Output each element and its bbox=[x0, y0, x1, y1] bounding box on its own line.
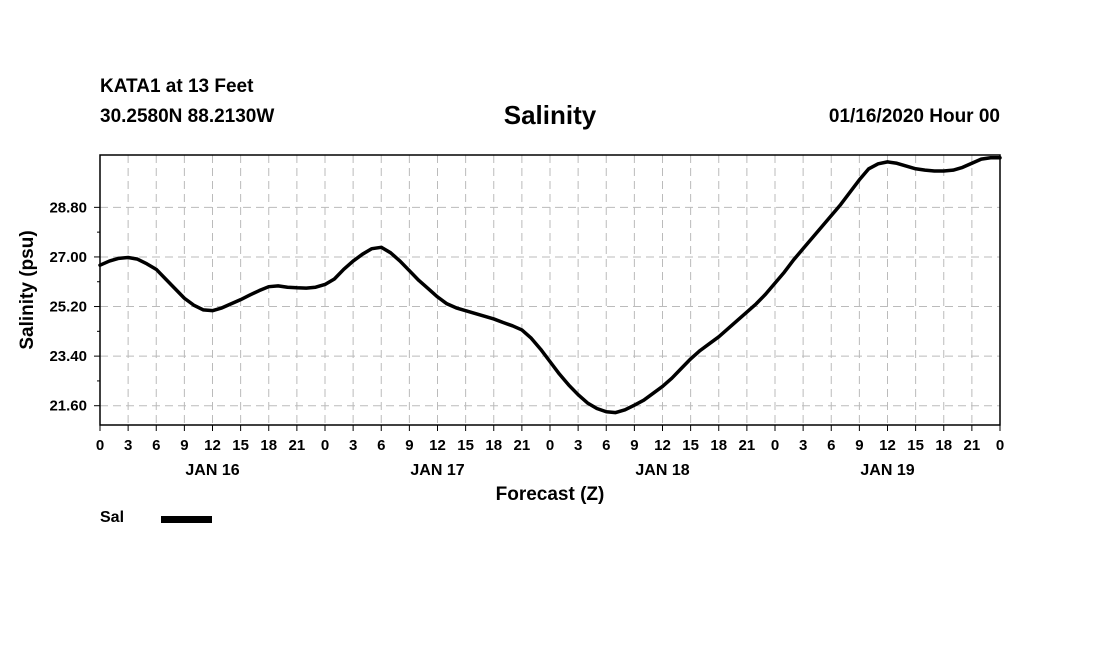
x-tick-label: 21 bbox=[964, 437, 981, 454]
grid-lines bbox=[100, 155, 1000, 425]
x-tick-label: 3 bbox=[574, 437, 582, 454]
x-tick-label: 18 bbox=[935, 437, 952, 454]
x-tick-label: 18 bbox=[260, 437, 277, 454]
salinity-series-line bbox=[98, 156, 1002, 415]
x-tick-label: 9 bbox=[630, 437, 638, 454]
forecast-datetime: 01/16/2020 Hour 00 bbox=[828, 106, 1000, 127]
x-tick-label: 21 bbox=[514, 437, 531, 454]
x-tick-label: 9 bbox=[855, 437, 863, 454]
x-tick-label: 12 bbox=[654, 437, 671, 454]
day-labels: JAN 16 JAN 17 JAN 18 JAN 19 bbox=[185, 462, 914, 479]
x-tick-label: 15 bbox=[907, 437, 924, 454]
x-tick-label: 21 bbox=[739, 437, 756, 454]
x-tick-label: 6 bbox=[152, 437, 160, 454]
day-label: JAN 17 bbox=[410, 462, 464, 479]
station-label: KATA1 at 13 Feet bbox=[100, 76, 254, 97]
x-tick-label: 12 bbox=[429, 437, 446, 454]
x-tick-label: 3 bbox=[799, 437, 807, 454]
x-tick-label: 3 bbox=[124, 437, 132, 454]
x-tick-label: 18 bbox=[710, 437, 727, 454]
x-tick-label: 9 bbox=[180, 437, 188, 454]
x-tick-label: 15 bbox=[457, 437, 474, 454]
station-coordinates: 30.2580N 88.2130W bbox=[100, 106, 275, 127]
y-tick-label: 25.20 bbox=[49, 299, 87, 316]
x-tick-label: 0 bbox=[321, 437, 329, 454]
y-tick-label: 27.00 bbox=[49, 249, 87, 266]
x-tick-label: 18 bbox=[485, 437, 502, 454]
x-tick-label: 15 bbox=[232, 437, 249, 454]
y-axis-label: Salinity (psu) bbox=[17, 230, 38, 349]
day-label: JAN 19 bbox=[860, 462, 914, 479]
chart-title: Salinity bbox=[503, 100, 597, 130]
legend-line-swatch bbox=[161, 516, 212, 523]
x-tick-label: 9 bbox=[405, 437, 413, 454]
x-tick-label: 12 bbox=[879, 437, 896, 454]
x-tick-label: 0 bbox=[546, 437, 554, 454]
x-tick-label: 0 bbox=[996, 437, 1004, 454]
y-tick-label: 28.80 bbox=[49, 199, 87, 216]
y-tick-label: 23.40 bbox=[49, 348, 87, 365]
x-tick-label: 15 bbox=[682, 437, 699, 454]
x-tick-label: 21 bbox=[289, 437, 306, 454]
x-axis: 0 3 6 9 12 15 18 21 0 3 6 9 12 15 18 21 0 3 6 9 12 15 18 21 0 3 6 9… bbox=[96, 425, 1004, 454]
x-tick-label: 12 bbox=[204, 437, 221, 454]
x-axis-label: Forecast (Z) bbox=[496, 484, 605, 505]
x-tick-label: 6 bbox=[827, 437, 835, 454]
day-label: JAN 18 bbox=[635, 462, 689, 479]
x-tick-label: 0 bbox=[771, 437, 779, 454]
y-axis: 21.60 23.40 25.20 27.00 28.80 bbox=[49, 199, 100, 415]
legend-label: Sal bbox=[100, 509, 125, 526]
x-tick-label: 0 bbox=[96, 437, 104, 454]
x-tick-label: 3 bbox=[349, 437, 357, 454]
day-label: JAN 16 bbox=[185, 462, 239, 479]
y-tick-label: 21.60 bbox=[49, 398, 87, 415]
x-tick-label: 6 bbox=[602, 437, 610, 454]
x-tick-label: 6 bbox=[377, 437, 385, 454]
